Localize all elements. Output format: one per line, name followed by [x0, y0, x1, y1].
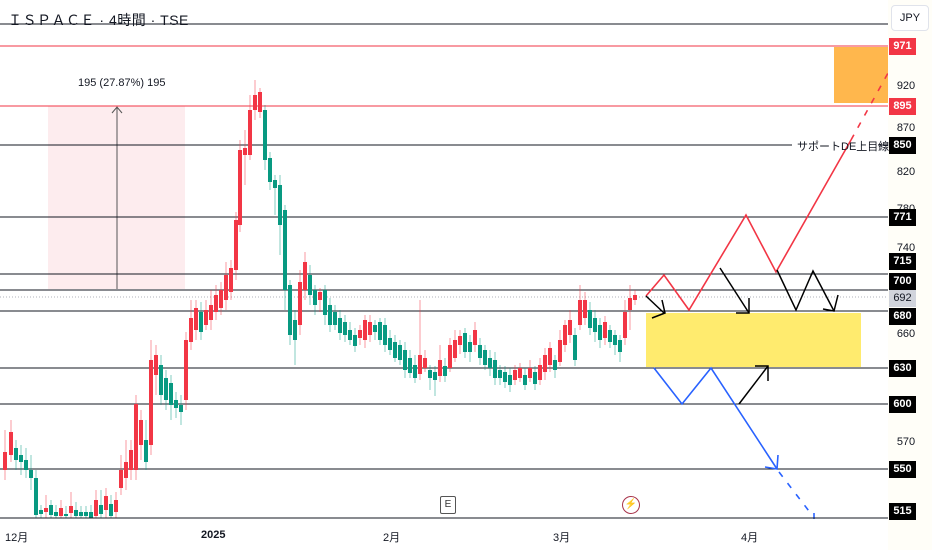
time-label-feb: 2月: [383, 532, 401, 544]
price-badge-600: 600: [889, 396, 916, 413]
price-badge-550: 550: [889, 461, 916, 478]
price-badge-850: 850: [889, 137, 916, 154]
earnings-marker[interactable]: E: [440, 496, 456, 514]
currency-button[interactable]: JPY: [891, 5, 929, 31]
chart-title: ＩＳＰＡＣＥ · 4時間 · TSE: [8, 12, 189, 28]
arrow-annotations: [645, 267, 839, 405]
support-level-label: サポートDE上目線: [797, 141, 890, 153]
current-price-badge: 692: [889, 290, 916, 307]
price-tick: 740: [896, 242, 916, 254]
price-tick: 920: [896, 80, 916, 92]
price-tick: 660: [896, 328, 916, 340]
price-badge-715: 715: [889, 253, 916, 270]
buy-zone: [646, 313, 861, 367]
time-label-2025: 2025: [201, 529, 226, 541]
bear-projection-dashed: [778, 471, 813, 516]
bear-arrowhead-icon: [764, 454, 779, 470]
price-tick: 820: [896, 166, 916, 178]
bull-scenario-path: [645, 139, 852, 312]
price-badge-895: 895: [889, 98, 916, 115]
price-tick: 570: [896, 436, 916, 448]
price-badge-630: 630: [889, 360, 916, 377]
price-badge-680: 680: [889, 308, 916, 325]
bear-scenario-path: [653, 366, 778, 470]
target-zone: [834, 47, 888, 103]
level-lines: [0, 45, 888, 519]
price-badge-771: 771: [889, 209, 916, 226]
price-tick: 870: [896, 122, 916, 134]
dividend-marker-icon[interactable]: ⚡: [622, 496, 640, 514]
time-label-dec: 12月: [5, 532, 29, 544]
price-badge-700: 700: [889, 273, 916, 290]
price-badge-971: 971: [889, 38, 916, 55]
measure-arrowhead-icon: [111, 106, 123, 114]
time-label-apr: 4月: [741, 532, 759, 544]
time-label-mar: 3月: [553, 532, 571, 544]
price-badge-515: 515: [889, 503, 916, 520]
candlestick-series: [3, 80, 637, 518]
measure-label: 195 (27.87%) 195: [78, 77, 166, 89]
